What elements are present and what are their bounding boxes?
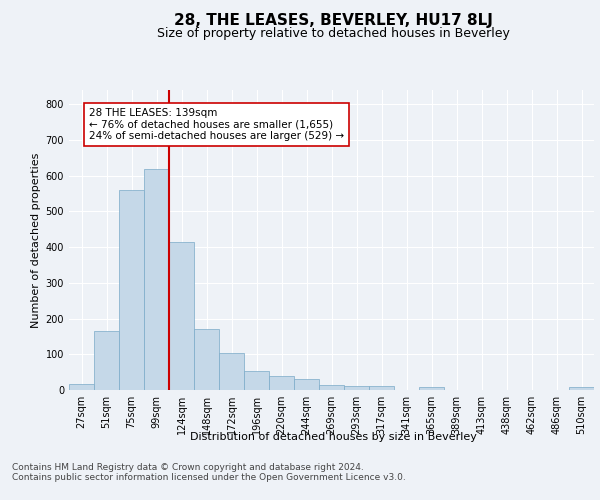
Text: Size of property relative to detached houses in Beverley: Size of property relative to detached ho… [157, 28, 509, 40]
Bar [119, 190, 144, 390]
Text: 28 THE LEASES: 139sqm
← 76% of detached houses are smaller (1,655)
24% of semi-d: 28 THE LEASES: 139sqm ← 76% of detached … [89, 108, 344, 141]
Bar [269, 376, 294, 390]
Bar [69, 384, 94, 390]
Y-axis label: Number of detached properties: Number of detached properties [31, 152, 41, 328]
Bar [144, 168, 169, 390]
Bar [244, 372, 269, 390]
Bar [319, 384, 344, 390]
Bar [194, 330, 219, 390]
Bar [419, 387, 444, 390]
Bar [569, 387, 594, 390]
Text: 28, THE LEASES, BEVERLEY, HU17 8LJ: 28, THE LEASES, BEVERLEY, HU17 8LJ [173, 12, 493, 28]
Text: Contains HM Land Registry data © Crown copyright and database right 2024.
Contai: Contains HM Land Registry data © Crown c… [12, 462, 406, 482]
Bar [94, 331, 119, 390]
Bar [219, 353, 244, 390]
Bar [344, 386, 369, 390]
Bar [294, 378, 319, 390]
Text: Distribution of detached houses by size in Beverley: Distribution of detached houses by size … [190, 432, 476, 442]
Bar [369, 386, 394, 390]
Bar [169, 242, 194, 390]
